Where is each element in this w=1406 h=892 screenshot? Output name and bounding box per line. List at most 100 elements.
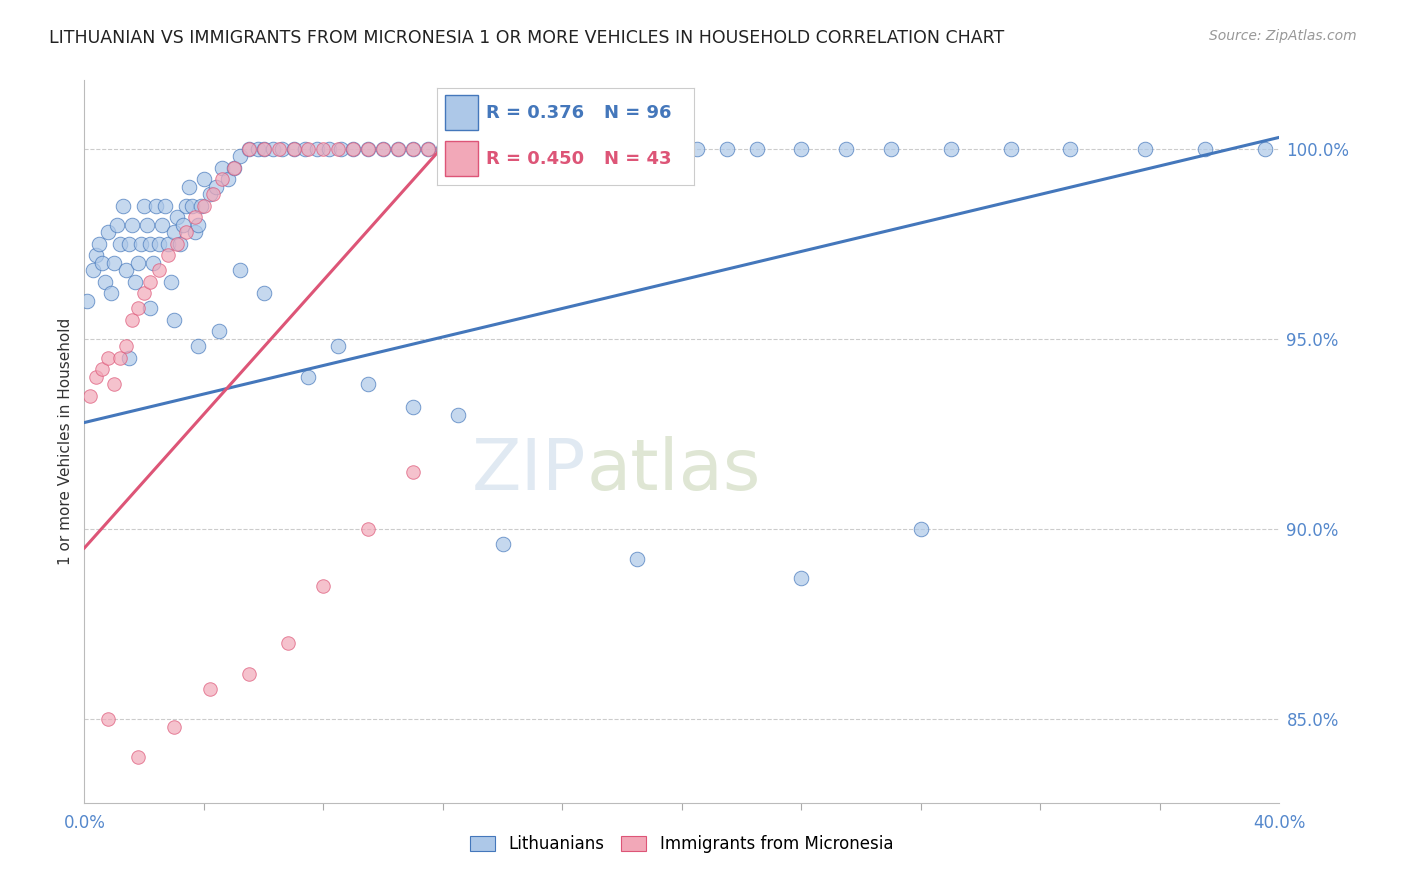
Point	[686, 142, 709, 156]
Point	[312, 142, 335, 156]
Point	[160, 275, 183, 289]
Point	[118, 351, 141, 365]
Point	[328, 339, 350, 353]
Point	[177, 179, 200, 194]
Point	[402, 401, 425, 415]
Point	[447, 408, 470, 422]
Point	[94, 275, 117, 289]
Point	[217, 172, 239, 186]
Legend: Lithuanians, Immigrants from Micronesia: Lithuanians, Immigrants from Micronesia	[464, 828, 900, 860]
Point	[132, 199, 156, 213]
Point	[342, 142, 364, 156]
Point	[342, 142, 364, 156]
Point	[238, 142, 260, 156]
Point	[222, 161, 245, 175]
Point	[145, 199, 167, 213]
Point	[716, 142, 738, 156]
Point	[211, 172, 233, 186]
Point	[129, 236, 152, 251]
Point	[127, 256, 149, 270]
Point	[297, 370, 319, 384]
Point	[187, 218, 209, 232]
Point	[253, 142, 276, 156]
Point	[790, 142, 813, 156]
Point	[163, 226, 186, 240]
Point	[82, 263, 104, 277]
Point	[1000, 142, 1022, 156]
Point	[139, 301, 162, 316]
Point	[373, 142, 395, 156]
Point	[148, 236, 170, 251]
Point	[222, 161, 245, 175]
Point	[655, 142, 678, 156]
Point	[283, 142, 305, 156]
Point	[181, 199, 204, 213]
Point	[139, 275, 162, 289]
Point	[253, 142, 276, 156]
Text: Source: ZipAtlas.com: Source: ZipAtlas.com	[1209, 29, 1357, 43]
Point	[567, 142, 589, 156]
Point	[142, 256, 165, 270]
Point	[387, 142, 409, 156]
Point	[97, 351, 120, 365]
Point	[910, 522, 932, 536]
Point	[477, 142, 499, 156]
Point	[835, 142, 858, 156]
Point	[157, 248, 180, 262]
Point	[150, 218, 173, 232]
Point	[402, 465, 425, 479]
Point	[880, 142, 903, 156]
Point	[1059, 142, 1081, 156]
Point	[318, 142, 340, 156]
Point	[163, 720, 186, 734]
Point	[76, 293, 98, 308]
Point	[153, 199, 176, 213]
Y-axis label: 1 or more Vehicles in Household: 1 or more Vehicles in Household	[58, 318, 73, 566]
Point	[357, 377, 380, 392]
Point	[228, 149, 252, 163]
Point	[187, 339, 209, 353]
Point	[121, 313, 143, 327]
Point	[110, 236, 132, 251]
Point	[115, 263, 138, 277]
Point	[124, 275, 146, 289]
Point	[103, 377, 125, 392]
Point	[357, 522, 380, 536]
Point	[211, 161, 233, 175]
Text: LITHUANIAN VS IMMIGRANTS FROM MICRONESIA 1 OR MORE VEHICLES IN HOUSEHOLD CORRELA: LITHUANIAN VS IMMIGRANTS FROM MICRONESIA…	[49, 29, 1004, 46]
Point	[357, 142, 380, 156]
Point	[790, 571, 813, 585]
Text: atlas: atlas	[586, 436, 761, 505]
Point	[174, 199, 197, 213]
Point	[387, 142, 409, 156]
Point	[172, 218, 194, 232]
Point	[416, 142, 439, 156]
Point	[1194, 142, 1216, 156]
Point	[208, 324, 231, 338]
Point	[190, 199, 212, 213]
Point	[238, 666, 260, 681]
Point	[121, 218, 143, 232]
Point	[1133, 142, 1156, 156]
Point	[294, 142, 316, 156]
Point	[373, 142, 395, 156]
Point	[86, 248, 108, 262]
Point	[166, 210, 188, 224]
Point	[456, 142, 478, 156]
Point	[166, 236, 188, 251]
Point	[103, 256, 125, 270]
Point	[246, 142, 269, 156]
Point	[198, 681, 221, 696]
Point	[432, 142, 454, 156]
Point	[139, 236, 162, 251]
Point	[307, 142, 329, 156]
Point	[283, 142, 305, 156]
Point	[402, 142, 425, 156]
Point	[262, 142, 284, 156]
Point	[626, 142, 648, 156]
Point	[297, 142, 319, 156]
Point	[330, 142, 353, 156]
Point	[148, 263, 170, 277]
Text: ZIP: ZIP	[472, 436, 586, 505]
Point	[91, 256, 114, 270]
